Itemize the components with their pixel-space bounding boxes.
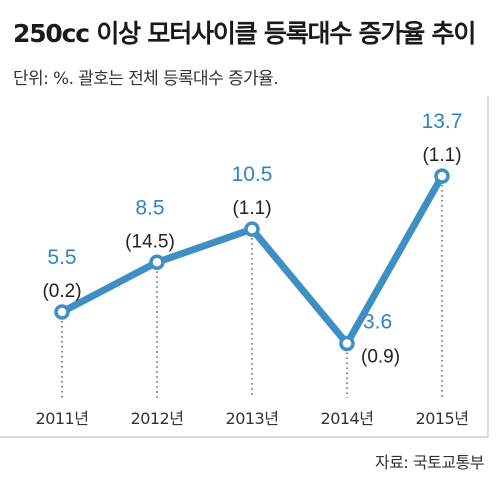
data-point-2 bbox=[149, 254, 165, 271]
chart-title: 250cc 이상 모터사이클 등록대수 증가율 추이 bbox=[13, 19, 476, 48]
total-growth-label-3: (1.1) bbox=[232, 198, 271, 219]
total-growth-label-1: (0.2) bbox=[42, 281, 81, 302]
chart-subtitle: 단위: %. 괄호는 전체 등록대수 증가율. bbox=[13, 69, 278, 89]
x-tick-label-4: 2014년 bbox=[321, 409, 374, 428]
x-tick-label-5: 2015년 bbox=[416, 409, 469, 428]
plot-frame bbox=[0, 96, 489, 438]
x-tick-label-1: 2011년 bbox=[36, 409, 89, 428]
value-label-1: 5.5 bbox=[47, 246, 76, 269]
source-note: 자료: 국토교통부 bbox=[374, 453, 485, 472]
x-tick-label-3: 2013년 bbox=[226, 409, 279, 428]
value-label-3: 10.5 bbox=[232, 163, 273, 186]
data-point-4 bbox=[339, 335, 355, 352]
total-growth-label-5: (1.1) bbox=[422, 145, 461, 166]
data-point-5 bbox=[434, 168, 450, 184]
data-point-3 bbox=[244, 221, 260, 237]
total-growth-label-2: (14.5) bbox=[125, 231, 175, 252]
x-tick-label-2: 2012년 bbox=[131, 409, 184, 428]
value-label-4: 3.6 bbox=[363, 310, 392, 333]
value-label-5: 13.7 bbox=[422, 110, 463, 133]
data-point-1 bbox=[54, 304, 70, 320]
total-growth-label-4: (0.9) bbox=[361, 346, 400, 367]
value-label-2: 8.5 bbox=[135, 196, 164, 219]
